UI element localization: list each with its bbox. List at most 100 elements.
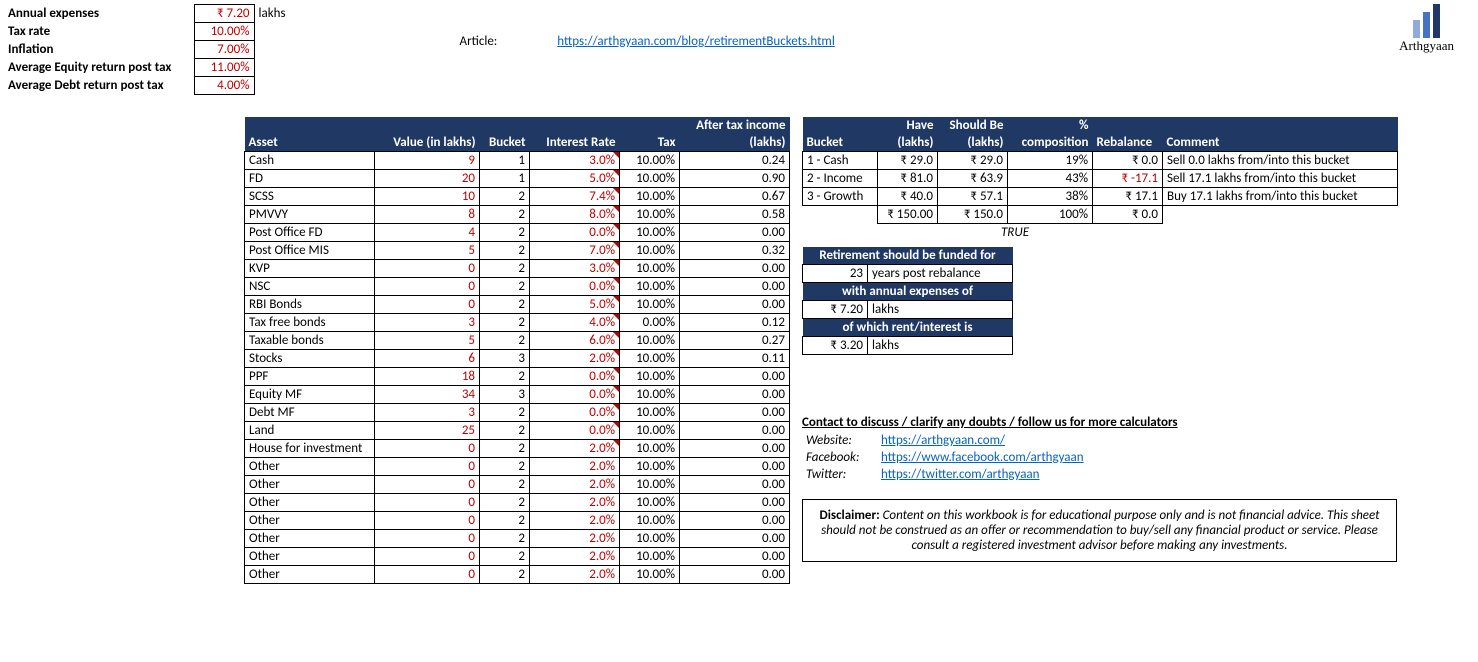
asset-tax: 10.00% <box>620 170 680 188</box>
asset-value[interactable]: 8 <box>375 206 480 224</box>
asset-bucket[interactable]: 2 <box>480 548 530 566</box>
asset-rate[interactable]: 0.0% <box>530 278 620 296</box>
asset-rate[interactable]: 5.0% <box>530 170 620 188</box>
asset-rate[interactable]: 5.0% <box>530 296 620 314</box>
asset-bucket[interactable]: 2 <box>480 404 530 422</box>
total-rebal: ₹ 0.0 <box>1093 206 1163 224</box>
asset-rate[interactable]: 0.0% <box>530 404 620 422</box>
asset-income: 0.00 <box>680 224 790 242</box>
asset-rate[interactable]: 0.0% <box>530 224 620 242</box>
asset-value[interactable]: 5 <box>375 332 480 350</box>
asset-bucket[interactable]: 1 <box>480 152 530 170</box>
asset-bucket[interactable]: 2 <box>480 422 530 440</box>
asset-bucket[interactable]: 3 <box>480 350 530 368</box>
asset-bucket[interactable]: 2 <box>480 296 530 314</box>
asset-value[interactable]: 18 <box>375 368 480 386</box>
asset-bucket[interactable]: 2 <box>480 566 530 584</box>
asset-name: Post Office MIS <box>245 242 375 260</box>
asset-tax: 10.00% <box>620 458 680 476</box>
article-link[interactable]: https://arthgyaan.com/blog/retirementBuc… <box>557 34 835 49</box>
asset-value[interactable]: 0 <box>375 260 480 278</box>
asset-value[interactable]: 0 <box>375 296 480 314</box>
asset-value[interactable]: 0 <box>375 476 480 494</box>
asset-value[interactable]: 4 <box>375 224 480 242</box>
asset-value[interactable]: 0 <box>375 440 480 458</box>
asset-rate[interactable]: 2.0% <box>530 476 620 494</box>
asset-rate[interactable]: 2.0% <box>530 350 620 368</box>
param-value[interactable]: 10.00% <box>194 23 254 41</box>
asset-rate[interactable]: 8.0% <box>530 206 620 224</box>
asset-bucket[interactable]: 2 <box>480 188 530 206</box>
asset-value[interactable]: 6 <box>375 350 480 368</box>
asset-bucket[interactable]: 2 <box>480 530 530 548</box>
asset-value[interactable]: 9 <box>375 152 480 170</box>
asset-value[interactable]: 3 <box>375 314 480 332</box>
asset-rate[interactable]: 0.0% <box>530 422 620 440</box>
asset-tax: 10.00% <box>620 440 680 458</box>
bucket-comment: Buy 17.1 lakhs from/into this bucket <box>1163 188 1398 206</box>
asset-rate[interactable]: 3.0% <box>530 260 620 278</box>
param-value[interactable]: 7.00% <box>194 41 254 59</box>
asset-name: KVP <box>245 260 375 278</box>
asset-value[interactable]: 20 <box>375 170 480 188</box>
disclaimer-text: Content on this workbook is for educatio… <box>821 508 1379 553</box>
asset-bucket[interactable]: 2 <box>480 332 530 350</box>
bucket-have: ₹ 81.0 <box>878 170 938 188</box>
asset-value[interactable]: 25 <box>375 422 480 440</box>
asset-bucket[interactable]: 2 <box>480 278 530 296</box>
asset-name: Cash <box>245 152 375 170</box>
asset-rate[interactable]: 7.0% <box>530 242 620 260</box>
asset-rate[interactable]: 6.0% <box>530 332 620 350</box>
asset-name: Equity MF <box>245 386 375 404</box>
asset-rate[interactable]: 2.0% <box>530 530 620 548</box>
param-value[interactable]: 4.00% <box>194 77 254 95</box>
param-value[interactable]: ₹ 7.20 <box>194 5 254 23</box>
contact-link[interactable]: https://arthgyaan.com/ <box>881 433 1005 448</box>
asset-rate[interactable]: 0.0% <box>530 368 620 386</box>
asset-value[interactable]: 3 <box>375 404 480 422</box>
asset-tax: 10.00% <box>620 494 680 512</box>
asset-value[interactable]: 34 <box>375 386 480 404</box>
asset-bucket[interactable]: 2 <box>480 368 530 386</box>
asset-value[interactable]: 0 <box>375 494 480 512</box>
contact-link[interactable]: https://twitter.com/arthgyaan <box>881 467 1040 482</box>
bucket-have: ₹ 40.0 <box>878 188 938 206</box>
asset-income: 0.67 <box>680 188 790 206</box>
asset-bucket[interactable]: 2 <box>480 476 530 494</box>
asset-rate[interactable]: 4.0% <box>530 314 620 332</box>
asset-bucket[interactable]: 1 <box>480 170 530 188</box>
asset-rate[interactable]: 2.0% <box>530 494 620 512</box>
asset-bucket[interactable]: 2 <box>480 440 530 458</box>
asset-value[interactable]: 5 <box>375 242 480 260</box>
asset-value[interactable]: 0 <box>375 548 480 566</box>
col-income: (lakhs) <box>680 134 790 152</box>
param-value[interactable]: 11.00% <box>194 59 254 77</box>
asset-bucket[interactable]: 2 <box>480 458 530 476</box>
asset-value[interactable]: 0 <box>375 512 480 530</box>
asset-rate[interactable]: 2.0% <box>530 458 620 476</box>
asset-rate[interactable]: 2.0% <box>530 566 620 584</box>
asset-rate[interactable]: 7.4% <box>530 188 620 206</box>
summary-heading: of which rent/interest is <box>803 319 1013 337</box>
asset-bucket[interactable]: 2 <box>480 314 530 332</box>
asset-rate[interactable]: 2.0% <box>530 440 620 458</box>
asset-bucket[interactable]: 2 <box>480 206 530 224</box>
asset-rate[interactable]: 3.0% <box>530 152 620 170</box>
asset-value[interactable]: 0 <box>375 530 480 548</box>
asset-rate[interactable]: 2.0% <box>530 512 620 530</box>
asset-bucket[interactable]: 3 <box>480 386 530 404</box>
asset-value[interactable]: 0 <box>375 566 480 584</box>
asset-rate[interactable]: 2.0% <box>530 548 620 566</box>
asset-value[interactable]: 10 <box>375 188 480 206</box>
asset-value[interactable]: 0 <box>375 278 480 296</box>
asset-bucket[interactable]: 2 <box>480 512 530 530</box>
asset-bucket[interactable]: 2 <box>480 242 530 260</box>
asset-tax: 10.00% <box>620 368 680 386</box>
param-label: Average Debt return post tax <box>4 77 194 95</box>
asset-bucket[interactable]: 2 <box>480 224 530 242</box>
asset-value[interactable]: 0 <box>375 458 480 476</box>
contact-link[interactable]: https://www.facebook.com/arthgyaan <box>881 450 1084 465</box>
asset-rate[interactable]: 0.0% <box>530 386 620 404</box>
asset-bucket[interactable]: 2 <box>480 494 530 512</box>
asset-bucket[interactable]: 2 <box>480 260 530 278</box>
